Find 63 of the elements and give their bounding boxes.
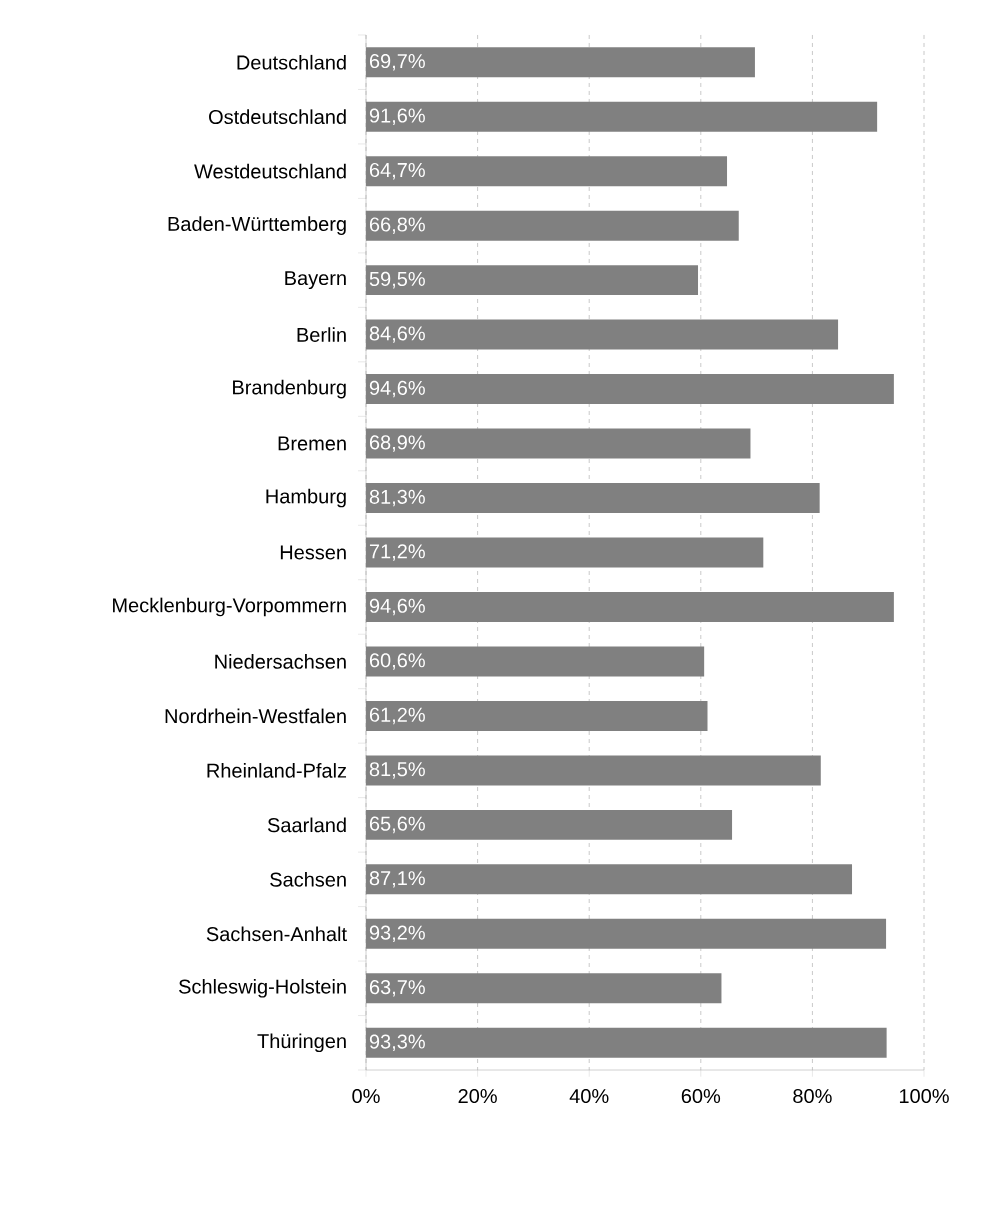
y-tick-label: Saarland (267, 817, 346, 833)
data-label: 81,3% (369, 489, 425, 507)
bar (366, 918, 887, 949)
data-label: 87,1% (369, 871, 425, 888)
data-label: 93,2% (369, 925, 425, 943)
bar (366, 374, 894, 405)
data-label: 93,3% (369, 1034, 425, 1052)
bar (366, 973, 722, 1004)
bar (366, 809, 733, 840)
data-label: 94,6% (369, 598, 425, 616)
x-tick-label: 80% (793, 1088, 832, 1104)
y-tick-label: Mecklenburg-Vorpommern (113, 597, 346, 617)
bar (366, 592, 894, 622)
bar (366, 537, 764, 568)
y-tick-label: Thüringen (257, 1033, 346, 1053)
y-tick-label: Rheinland-Pfalz (207, 763, 347, 778)
bar (366, 755, 821, 786)
y-tick-label: Nordrhein-Westfalen (165, 708, 346, 724)
x-tick-label: 20% (458, 1088, 497, 1104)
bar (366, 47, 755, 78)
y-tick-label: Niedersachsen (215, 654, 346, 669)
data-label: 66,8% (369, 217, 425, 234)
data-label: 65,6% (369, 816, 425, 834)
y-tick-label: Brandenburg (233, 379, 346, 399)
data-label: 94,6% (369, 380, 425, 398)
y-tick-label: Sachsen-Anhalt (206, 926, 347, 942)
bar (366, 646, 705, 677)
data-label: 91,6% (369, 108, 425, 125)
data-label: 84,6% (369, 326, 425, 343)
bar (366, 265, 699, 296)
bar (366, 428, 751, 459)
data-label: 61,2% (369, 707, 425, 725)
y-tick-label: Hamburg (266, 488, 346, 508)
data-label: 64,7% (369, 162, 425, 180)
bar (366, 319, 839, 350)
y-tick-label: Schleswig-Holstein (179, 978, 346, 998)
y-tick-label: Berlin (297, 327, 346, 342)
bar (366, 156, 728, 187)
data-label: 68,9% (369, 435, 425, 452)
x-tick-label: 40% (569, 1088, 609, 1104)
bar (366, 483, 820, 514)
y-tick-label: Hessen (280, 545, 346, 560)
x-tick-label: 60% (681, 1088, 721, 1104)
x-tick-label: 100% (899, 1088, 949, 1104)
bar (366, 864, 853, 895)
y-tick-label: Westdeutschland (194, 163, 346, 179)
y-tick-label: Deutschland (237, 54, 346, 70)
data-label: 69,7% (369, 53, 425, 71)
bar (366, 700, 708, 731)
data-label: 63,7% (369, 980, 425, 997)
y-tick-label: Bayern (285, 271, 346, 290)
data-label: 59,5% (369, 271, 425, 289)
data-label: 60,6% (369, 653, 425, 670)
y-tick-label: Bremen (278, 436, 346, 451)
bar (366, 210, 739, 241)
bar (366, 101, 878, 132)
x-tick-label: 0% (352, 1088, 380, 1104)
data-label: 81,5% (369, 762, 425, 779)
data-label: 71,2% (369, 544, 425, 561)
y-tick-label: Sachsen (270, 872, 346, 887)
y-tick-label: Baden-Württemberg (168, 216, 346, 235)
y-tick-label: Ostdeutschland (209, 109, 346, 125)
bar (366, 1027, 887, 1058)
